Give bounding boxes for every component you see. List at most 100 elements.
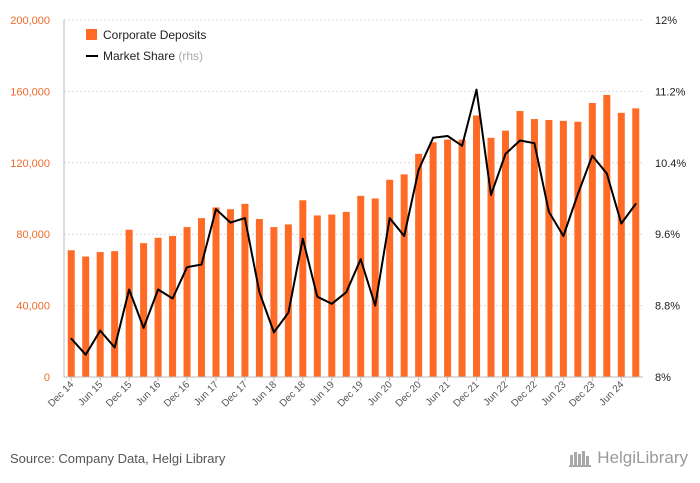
line-series bbox=[70, 88, 637, 356]
x-tick-label: Jun 17 bbox=[192, 379, 221, 408]
bar bbox=[400, 174, 408, 377]
market-share-line bbox=[70, 88, 637, 356]
x-tick-label: Dec 21 bbox=[451, 379, 481, 409]
y-right-tick-label: 10.4% bbox=[655, 158, 686, 170]
bar bbox=[559, 120, 567, 377]
bar bbox=[458, 139, 466, 377]
line-point bbox=[330, 303, 333, 305]
line-point bbox=[577, 193, 579, 195]
y-right-tick-label: 9.6% bbox=[655, 229, 680, 241]
line-point bbox=[461, 145, 463, 147]
line-point bbox=[171, 297, 174, 300]
line-point bbox=[244, 217, 246, 219]
bar bbox=[226, 209, 234, 377]
line-point bbox=[432, 137, 434, 139]
x-tick-label: Dec 17 bbox=[220, 379, 250, 409]
bar bbox=[487, 137, 495, 377]
x-tick-label: Jun 22 bbox=[482, 379, 511, 408]
bar bbox=[154, 237, 162, 377]
y-right-tick-label: 8% bbox=[655, 372, 671, 384]
x-tick-label: Dec 22 bbox=[509, 379, 539, 409]
line-point bbox=[273, 331, 275, 334]
bar bbox=[617, 112, 625, 377]
line-point bbox=[562, 235, 565, 237]
bar bbox=[371, 198, 379, 377]
line-point bbox=[302, 237, 304, 240]
bar bbox=[111, 251, 119, 377]
x-tick-label: Dec 23 bbox=[567, 379, 597, 409]
line-point bbox=[446, 135, 449, 137]
bar bbox=[125, 229, 133, 377]
line-point bbox=[229, 221, 232, 224]
line-point bbox=[417, 169, 420, 171]
y-left-tick-label: 40,000 bbox=[16, 301, 50, 313]
line-point bbox=[113, 346, 116, 349]
line-point bbox=[388, 217, 391, 219]
x-tick-label: Dec 15 bbox=[104, 379, 134, 409]
y-left-tick-label: 160,000 bbox=[10, 86, 50, 98]
bar bbox=[530, 119, 538, 377]
library-icon bbox=[569, 451, 592, 467]
y-right-tick-label: 11.2% bbox=[655, 86, 686, 98]
bar bbox=[140, 243, 148, 377]
bar bbox=[198, 218, 206, 377]
bar bbox=[342, 211, 350, 377]
y-left-tick-label: 200,000 bbox=[10, 15, 50, 27]
bar bbox=[473, 115, 481, 377]
bar bbox=[429, 142, 437, 377]
bar bbox=[255, 219, 263, 377]
bar bbox=[415, 153, 423, 377]
line-point bbox=[475, 88, 478, 91]
y-right-tick-label: 8.8% bbox=[655, 301, 680, 313]
line-point bbox=[504, 153, 507, 155]
bar bbox=[444, 139, 452, 377]
line-point bbox=[258, 291, 261, 294]
bar bbox=[588, 103, 596, 377]
x-tick-label: Dec 19 bbox=[336, 379, 366, 409]
bar bbox=[270, 227, 278, 377]
line-point bbox=[345, 291, 348, 294]
line-point bbox=[99, 329, 101, 332]
x-tick-label: Jun 23 bbox=[539, 379, 568, 408]
bar bbox=[183, 227, 191, 377]
bar bbox=[632, 108, 640, 378]
legend-label-deposits: Corporate Deposits bbox=[103, 28, 206, 42]
line-point bbox=[519, 139, 521, 142]
line-point bbox=[403, 235, 405, 237]
legend-swatch-deposits bbox=[86, 29, 97, 40]
bar bbox=[67, 250, 75, 377]
bar bbox=[96, 252, 104, 377]
line-point bbox=[215, 208, 217, 211]
line-point bbox=[186, 266, 188, 269]
x-tick-label: Jun 15 bbox=[76, 379, 105, 408]
bar bbox=[299, 200, 307, 377]
bar bbox=[169, 235, 177, 377]
line-point bbox=[316, 295, 319, 298]
legend: Corporate Deposits Market Share (rhs) bbox=[86, 28, 206, 63]
bar bbox=[516, 111, 524, 377]
line-point bbox=[157, 288, 159, 291]
bar bbox=[328, 214, 336, 377]
line-point bbox=[548, 211, 550, 213]
line-point bbox=[620, 222, 623, 225]
bar bbox=[82, 256, 90, 377]
bar-series bbox=[67, 94, 640, 378]
source-note: Source: Company Data, Helgi Library bbox=[10, 451, 226, 466]
x-tick-label: Jun 20 bbox=[366, 379, 395, 408]
bar bbox=[603, 94, 611, 377]
line-point bbox=[634, 203, 637, 205]
bar bbox=[241, 203, 249, 377]
x-tick-label: Jun 24 bbox=[597, 379, 626, 408]
line-point bbox=[70, 337, 73, 340]
y-left-tick-label: 120,000 bbox=[10, 158, 50, 170]
line-point bbox=[200, 263, 203, 266]
bar bbox=[386, 179, 394, 377]
x-tick-label: Dec 16 bbox=[162, 379, 192, 409]
helgi-library-logo[interactable]: HelgiLibrary bbox=[569, 448, 688, 468]
x-tick-label: Dec 20 bbox=[394, 379, 424, 409]
line-point bbox=[533, 142, 536, 144]
line-point bbox=[591, 154, 594, 157]
bar bbox=[501, 130, 509, 377]
y-left-tick-label: 0 bbox=[44, 372, 50, 384]
